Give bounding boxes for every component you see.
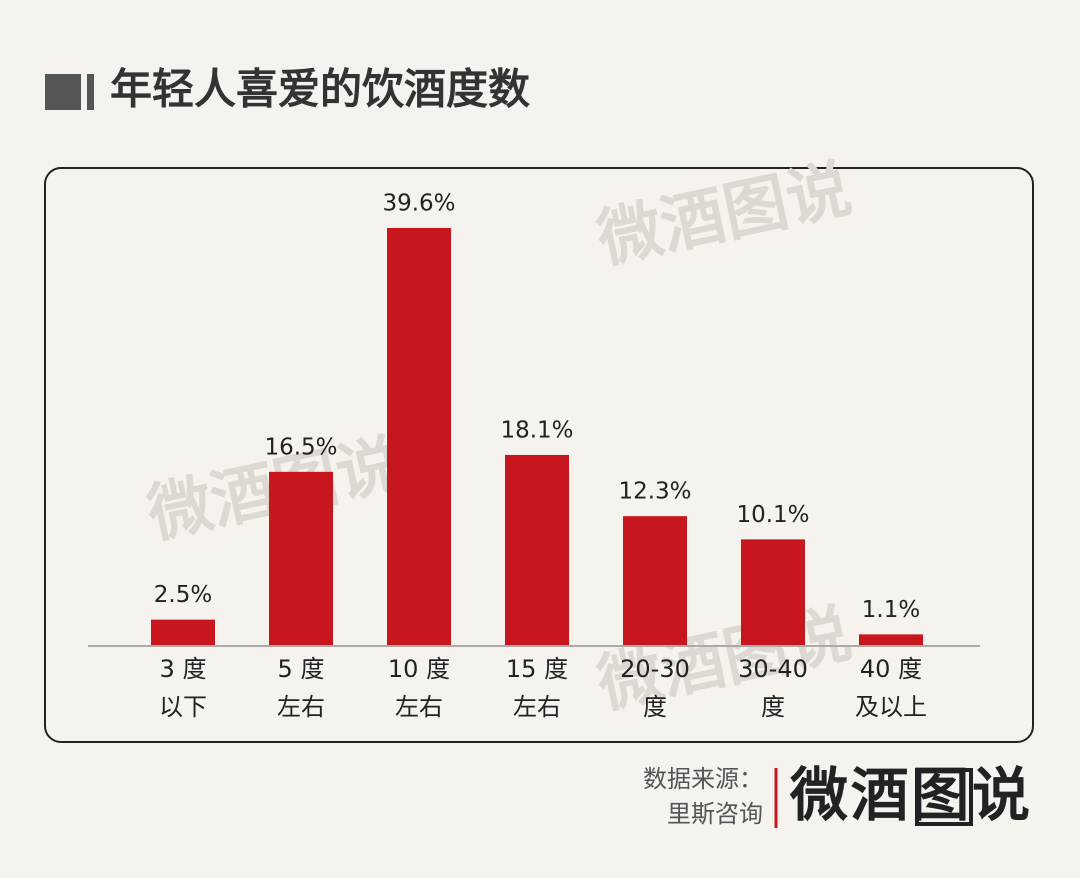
bar xyxy=(741,539,805,646)
chart-title: 年轻人喜爱的饮酒度数 xyxy=(110,65,530,114)
bar xyxy=(859,634,923,646)
value-label: 18.1% xyxy=(500,417,573,443)
value-label: 39.6% xyxy=(382,191,455,217)
title-icon-bar xyxy=(87,74,94,110)
x-tick-label: 以下 xyxy=(159,693,207,721)
x-tick-label: 30-40 xyxy=(738,655,808,683)
x-tick-label: 度 xyxy=(761,693,785,721)
value-label: 10.1% xyxy=(736,502,809,528)
brand-logo: 微酒图说 xyxy=(789,761,1030,829)
x-tick-label: 左右 xyxy=(395,693,443,721)
value-label: 12.3% xyxy=(618,479,691,505)
chart-frame xyxy=(44,167,1034,743)
logo-box xyxy=(915,768,973,826)
bar xyxy=(505,454,569,646)
bar xyxy=(151,619,215,646)
bar xyxy=(623,516,687,646)
value-label: 1.1% xyxy=(862,597,920,623)
bar xyxy=(269,471,333,646)
source: 里斯咨询 xyxy=(667,800,763,828)
x-tick-label: 度 xyxy=(643,693,667,721)
bar xyxy=(387,228,451,646)
x-tick-label: 15 度 xyxy=(506,655,568,683)
x-tick-label: 40 度 xyxy=(860,655,922,683)
x-tick-label: 3 度 xyxy=(160,655,207,683)
x-tick-label: 10 度 xyxy=(388,655,450,683)
title-icon xyxy=(45,74,81,110)
watermark: 微酒图说 xyxy=(591,152,858,278)
plot: 2.5% 3 度以下 16.5% 5 度左右 39.6% 10 度左右 18.1% 15 度左… xyxy=(151,191,927,721)
x-tick-label: 5 度 xyxy=(278,655,325,683)
x-tick-label: 20-30 xyxy=(620,655,690,683)
x-tick-label: 左右 xyxy=(277,693,325,721)
source-label: 数据来源： xyxy=(643,765,763,793)
x-tick-label: 左右 xyxy=(513,693,561,721)
x-tick-label: 及以上 xyxy=(855,693,927,721)
value-label: 2.5% xyxy=(154,582,212,608)
value-label: 16.5% xyxy=(264,434,337,460)
